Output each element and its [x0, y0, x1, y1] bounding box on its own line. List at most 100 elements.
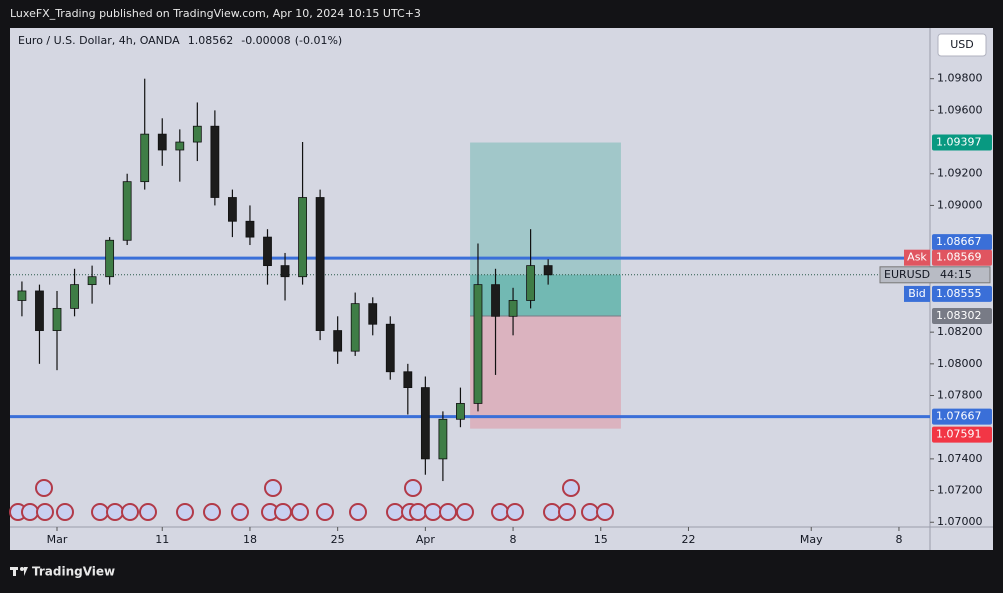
x-tick-label: Apr [416, 533, 436, 546]
event-icon [424, 503, 442, 521]
level-label: 1.07667 [936, 410, 982, 423]
level-label: 1.08667 [936, 235, 982, 248]
candle-body [35, 290, 44, 331]
candle-body [491, 284, 500, 317]
stop-badge [932, 426, 992, 443]
title: Euro / U.S. Dollar, 4h, OANDA [18, 34, 180, 47]
footer: TradingView [32, 565, 115, 579]
header: LuxeFX_Trading published on TradingView.… [10, 7, 421, 20]
currency[interactable]: USD [950, 38, 974, 51]
bid-tag-label: Bid [908, 287, 926, 300]
entry-badge [932, 307, 992, 324]
candle-body [157, 133, 167, 151]
candle-body [70, 284, 79, 309]
event-icon [203, 503, 221, 521]
x-tick-label: 11 [155, 533, 169, 546]
stop-zone [470, 315, 621, 429]
x-tick-label: Mar [47, 533, 68, 546]
candle-body [228, 197, 237, 222]
chart-panel [10, 28, 993, 550]
candle-body [315, 197, 325, 331]
level-badge [932, 234, 992, 251]
candle-body [438, 418, 448, 460]
x-tick-label: 8 [510, 533, 517, 546]
event-icon [543, 503, 561, 521]
candle-body [543, 265, 553, 276]
event-icon [274, 503, 292, 521]
candle-body [263, 236, 272, 267]
tv-logo [10, 567, 28, 576]
ask-tag-label: Ask [907, 251, 927, 264]
event-icon [386, 503, 404, 521]
target-badge [932, 134, 992, 151]
symbol: EURUSD [884, 268, 930, 281]
candle-body [368, 303, 378, 325]
x-tick-label: 15 [594, 533, 608, 546]
candle-body [508, 300, 518, 317]
event-icon [506, 503, 524, 521]
candle-body [333, 330, 343, 352]
candle-body [105, 239, 115, 278]
change-percent: (-0.01%) [295, 34, 343, 47]
event-icon [291, 503, 309, 521]
candle-body [140, 133, 150, 183]
event-icon [176, 503, 194, 521]
event-icon [21, 503, 39, 521]
candle-body [192, 125, 202, 143]
ask-badge [932, 249, 992, 266]
ask-label: 1.08569 [936, 251, 982, 264]
bid-badge [932, 285, 992, 302]
currency-button[interactable] [937, 33, 987, 57]
countdown-tag [879, 266, 991, 284]
event-icon [36, 503, 54, 521]
level-badge [932, 408, 992, 425]
bid-tag [904, 285, 930, 302]
target-label: 1.09397 [936, 136, 982, 149]
x-tick-label: May [800, 533, 823, 546]
candle-body [280, 265, 290, 278]
stop-label: 1.07591 [936, 428, 982, 441]
event-icon [121, 503, 139, 521]
candle-body [175, 141, 185, 151]
event-icon [56, 503, 74, 521]
entry-label: 1.08302 [936, 309, 982, 322]
countdown: 44:15 [940, 268, 972, 281]
y-tick-label: 1.08200 [937, 325, 983, 338]
candle-body [210, 125, 220, 198]
candle-body [473, 284, 483, 404]
x-tick-label: 8 [895, 533, 902, 546]
y-tick-label: 1.09600 [937, 103, 983, 116]
event-icon [409, 503, 427, 521]
event-icon [558, 503, 576, 521]
candle-body [298, 197, 307, 278]
candle-body [17, 290, 27, 301]
candle-body [350, 303, 360, 352]
y-tick-label: 1.09000 [937, 198, 983, 211]
event-icon [456, 503, 474, 521]
candle-body [122, 181, 132, 241]
plot: 1.07000 1.07200 1.07400 1.07800 1.08000 1.082… [9, 72, 992, 546]
y-tick-label: 1.07400 [937, 452, 983, 465]
event-icon [491, 503, 509, 521]
event-icon [91, 503, 109, 521]
event-icon [139, 503, 157, 521]
candle-body [87, 276, 97, 286]
event-icon [596, 503, 614, 521]
candle-body [456, 403, 465, 420]
event-icon [316, 503, 334, 521]
x-tick-label: 18 [243, 533, 257, 546]
change: -0.00008 [241, 34, 290, 47]
event-icon [562, 479, 580, 497]
event-icon [439, 503, 457, 521]
event-icon [404, 479, 422, 497]
y-tick-label: 1.08000 [937, 357, 983, 370]
candle-body [245, 220, 255, 238]
x-tick-label: 22 [681, 533, 695, 546]
event-icon [264, 479, 282, 497]
event-icon [581, 503, 599, 521]
event-icon [35, 479, 53, 497]
last-price: 1.08562 [188, 34, 234, 47]
candle-body [52, 307, 62, 331]
